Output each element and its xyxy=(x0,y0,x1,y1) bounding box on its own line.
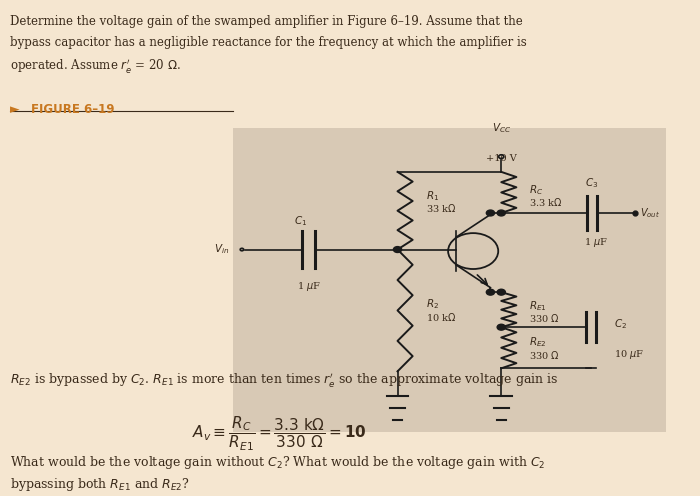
Text: $C_3$: $C_3$ xyxy=(585,177,598,190)
Text: $V_{out}$: $V_{out}$ xyxy=(640,206,659,220)
Circle shape xyxy=(393,247,402,252)
Text: operated. Assume $r_e^{\prime}$ = 20 $\Omega$.: operated. Assume $r_e^{\prime}$ = 20 $\O… xyxy=(10,57,181,75)
Text: FIGURE 6–19: FIGURE 6–19 xyxy=(31,103,114,116)
Circle shape xyxy=(497,324,505,330)
Text: 330 $\Omega$: 330 $\Omega$ xyxy=(529,312,560,324)
Text: $R_1$: $R_1$ xyxy=(426,189,439,203)
Text: +10 V: +10 V xyxy=(486,154,517,163)
Text: $R_{E2}$ is bypassed by $C_2$. $R_{E1}$ is more than ten times $r_e^{\prime}$ so: $R_{E2}$ is bypassed by $C_2$. $R_{E1}$ … xyxy=(10,371,559,389)
Text: 10 k$\Omega$: 10 k$\Omega$ xyxy=(426,310,456,322)
Text: bypassing both $R_{E1}$ and $R_{E2}$?: bypassing both $R_{E1}$ and $R_{E2}$? xyxy=(10,476,190,493)
Text: 1 $\mu$F: 1 $\mu$F xyxy=(584,236,608,249)
Text: Determine the voltage gain of the swamped amplifier in Figure 6–19. Assume that : Determine the voltage gain of the swampe… xyxy=(10,15,523,28)
Text: $C_2$: $C_2$ xyxy=(614,317,626,331)
Text: $A_v \equiv \dfrac{R_C}{R_{E1}} = \dfrac{3.3\ \mathrm{k}\Omega}{330\ \Omega} = \: $A_v \equiv \dfrac{R_C}{R_{E1}} = \dfrac… xyxy=(192,415,367,453)
Text: ►: ► xyxy=(10,103,20,116)
FancyBboxPatch shape xyxy=(233,127,666,433)
Circle shape xyxy=(486,289,495,295)
Text: 330 $\Omega$: 330 $\Omega$ xyxy=(529,349,560,361)
Text: $V_{CC}$: $V_{CC}$ xyxy=(491,122,511,135)
Text: What would be the voltage gain without $C_2$? What would be the voltage gain wit: What would be the voltage gain without $… xyxy=(10,454,546,471)
Text: $V_{in}$: $V_{in}$ xyxy=(214,243,229,256)
Circle shape xyxy=(486,210,495,216)
Text: $R_{E2}$: $R_{E2}$ xyxy=(529,335,547,349)
Text: bypass capacitor has a negligible reactance for the frequency at which the ampli: bypass capacitor has a negligible reacta… xyxy=(10,36,527,49)
Text: 1 $\mu$F: 1 $\mu$F xyxy=(297,280,321,293)
Text: $C_1$: $C_1$ xyxy=(294,214,307,228)
Text: 3.3 k$\Omega$: 3.3 k$\Omega$ xyxy=(529,196,563,208)
Text: $R_2$: $R_2$ xyxy=(426,298,439,311)
Text: 10 $\mu$F: 10 $\mu$F xyxy=(614,348,644,361)
Text: $R_C$: $R_C$ xyxy=(529,183,544,197)
Text: $R_{E1}$: $R_{E1}$ xyxy=(529,299,547,313)
Text: 33 k$\Omega$: 33 k$\Omega$ xyxy=(426,202,456,214)
Circle shape xyxy=(497,210,505,216)
Circle shape xyxy=(497,289,505,295)
